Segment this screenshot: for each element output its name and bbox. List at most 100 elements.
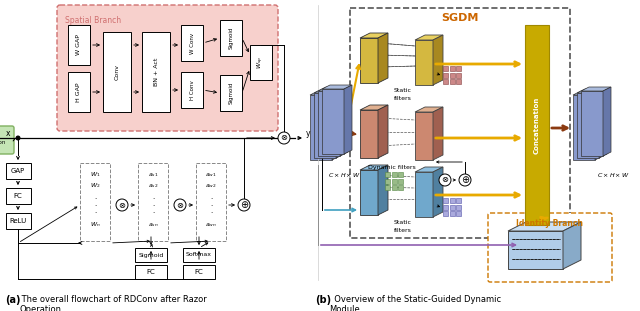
Bar [68,25,90,65]
Text: ReLU: ReLU [10,218,27,224]
Text: W GAP: W GAP [77,35,81,55]
Text: .: . [94,194,96,200]
Text: FC: FC [147,269,156,275]
Text: $a_{sn}$: $a_{sn}$ [148,221,158,229]
Polygon shape [415,112,433,160]
Text: Conv: Conv [115,64,120,80]
Polygon shape [415,167,443,172]
Polygon shape [360,165,388,170]
Bar [456,66,461,71]
Polygon shape [378,165,388,215]
Text: The overall flowchart of RDConv after Razor
Operation.: The overall flowchart of RDConv after Ra… [19,295,207,311]
Polygon shape [577,89,607,93]
Bar [250,45,272,80]
Text: .: . [210,208,212,214]
Bar [103,32,131,112]
Circle shape [174,199,186,211]
Text: ⊕: ⊕ [461,175,469,185]
Text: $a_{s2}$: $a_{s2}$ [148,182,158,190]
Bar [385,185,390,190]
Polygon shape [433,167,443,217]
Text: Dynamic filters: Dynamic filters [368,165,416,169]
Text: .: . [152,194,154,200]
Bar [398,185,403,190]
Bar [443,198,448,203]
Bar [449,72,454,77]
Polygon shape [573,95,595,160]
Text: .: . [94,201,96,207]
Text: Sigmoid: Sigmoid [228,82,234,104]
Text: $a_{w2}$: $a_{w2}$ [205,182,217,190]
Bar [220,20,242,56]
Bar [80,163,110,241]
Text: $a_{wn}$: $a_{wn}$ [205,221,217,229]
Polygon shape [310,95,332,160]
Bar [181,72,203,108]
Bar [443,66,448,71]
Polygon shape [577,93,599,158]
Text: FC: FC [13,193,22,199]
Bar [456,211,461,216]
Polygon shape [322,89,344,154]
Text: $W_2$: $W_2$ [90,182,100,190]
Text: Static: Static [394,89,412,94]
Text: Spatial Branch: Spatial Branch [65,16,121,25]
Polygon shape [595,91,603,160]
Bar [183,265,215,279]
Text: Sigmoid: Sigmoid [138,253,164,258]
Bar [6,163,31,179]
Text: $C\times H\times W$: $C\times H\times W$ [328,171,361,179]
Polygon shape [573,91,603,95]
Bar [449,79,454,84]
Bar [68,72,90,112]
Circle shape [116,199,128,211]
Bar [350,8,570,238]
Polygon shape [360,33,388,38]
Polygon shape [310,91,340,95]
Polygon shape [318,91,340,156]
Bar [449,66,454,71]
Bar [456,72,461,77]
Polygon shape [508,231,563,269]
Bar [183,248,215,262]
Text: ⊕: ⊕ [240,200,248,210]
Bar [525,25,549,225]
Text: $a_{w1}$: $a_{w1}$ [205,171,217,179]
Bar [456,205,461,210]
Bar [142,32,170,112]
Polygon shape [322,85,352,89]
Text: Static: Static [394,220,412,225]
Bar [392,179,397,183]
Bar [135,265,167,279]
Polygon shape [360,110,378,158]
Polygon shape [360,170,378,215]
Bar [385,179,390,183]
Polygon shape [318,87,348,91]
Text: .: . [210,194,212,200]
Text: $C\times H\times W$: $C\times H\times W$ [597,171,630,179]
Polygon shape [415,40,433,85]
FancyBboxPatch shape [57,5,278,131]
Polygon shape [332,91,340,160]
Polygon shape [344,85,352,154]
Text: ⊗: ⊗ [280,133,287,142]
Polygon shape [599,89,607,158]
Bar [6,213,31,229]
Text: Concatenation: Concatenation [534,96,540,154]
Text: H Conv: H Conv [189,80,195,100]
Bar [385,172,390,177]
Text: (a): (a) [5,295,20,305]
Circle shape [439,174,451,186]
Bar [392,185,397,190]
Text: x: x [6,128,10,137]
Text: W Conv: W Conv [189,32,195,53]
Polygon shape [433,35,443,85]
Polygon shape [378,105,388,158]
Bar [196,163,226,241]
Bar [449,211,454,216]
Bar [456,79,461,84]
Circle shape [459,174,471,186]
Circle shape [278,132,290,144]
Text: y: y [306,128,310,137]
Polygon shape [563,222,581,269]
